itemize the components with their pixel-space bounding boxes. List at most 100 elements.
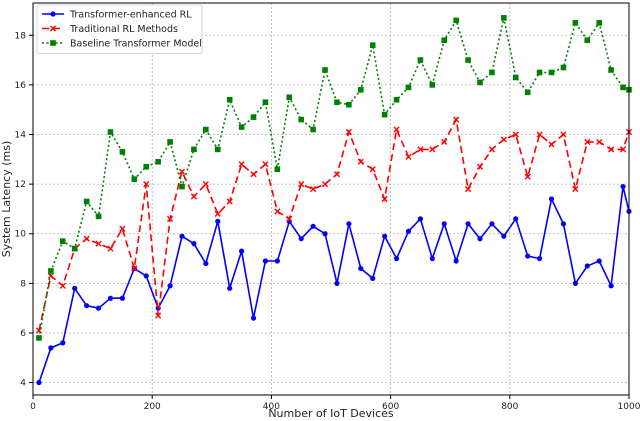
data-point [548, 141, 555, 148]
data-point [95, 305, 102, 311]
legend-entry: Traditional RL Methods [42, 24, 178, 35]
data-point [298, 181, 305, 188]
data-point [465, 57, 471, 63]
legend-label: Traditional RL Methods [69, 24, 178, 35]
data-point [584, 263, 590, 269]
x-axis-label: Number of IoT Devices [268, 407, 394, 420]
data-point [417, 216, 423, 222]
data-point [131, 265, 138, 272]
data-point [203, 126, 209, 133]
data-point [512, 74, 519, 81]
data-point [166, 215, 174, 222]
data-point [310, 185, 317, 193]
data-point [524, 173, 531, 180]
series-line [38, 186, 630, 383]
data-point [60, 340, 66, 346]
data-point [608, 67, 614, 73]
legend-box [36, 4, 203, 54]
data-point [596, 258, 602, 264]
data-point [596, 20, 602, 26]
data-point [250, 171, 257, 178]
data-point [310, 126, 316, 133]
plot-frame [32, 2, 630, 396]
legend-entry: Transformer-enhanced RL [42, 10, 192, 21]
data-point [358, 265, 364, 272]
series-1 [36, 183, 632, 386]
data-point [358, 87, 364, 93]
grid-lines [32, 3, 630, 395]
data-point [464, 185, 472, 193]
data-point [191, 241, 197, 247]
data-point [250, 315, 257, 321]
data-point [489, 69, 495, 76]
data-point [417, 57, 424, 63]
data-point [476, 163, 484, 170]
data-point [405, 84, 412, 91]
data-point [333, 171, 341, 178]
y-tick-label: 12 [15, 180, 26, 190]
data-point [501, 233, 507, 239]
x-tick-label: 1000 [618, 402, 640, 412]
data-point [429, 146, 436, 153]
data-point [536, 69, 543, 76]
data-point [429, 82, 436, 88]
data-point [84, 303, 90, 309]
data-point [441, 138, 448, 146]
data-point [608, 283, 614, 289]
data-point [500, 136, 507, 143]
data-point [36, 379, 42, 386]
x-tick-label: 200 [144, 402, 161, 412]
data-point [262, 99, 269, 106]
data-point [382, 233, 388, 239]
data-point [584, 138, 591, 146]
data-point [107, 245, 114, 252]
data-point [465, 221, 471, 227]
data-point [537, 255, 543, 262]
data-point [346, 101, 352, 108]
data-point [619, 146, 627, 153]
legend: Transformer-enhanced RL Traditional RL Me… [36, 4, 203, 54]
data-point [214, 210, 221, 217]
data-point [524, 89, 531, 96]
data-point [560, 131, 567, 138]
data-point [238, 124, 245, 130]
data-point [238, 161, 245, 168]
data-point [370, 275, 376, 281]
legend-marker-swatch [49, 25, 57, 32]
data-point [167, 139, 173, 145]
data-point [572, 280, 578, 286]
data-point [203, 260, 209, 267]
data-point [83, 235, 90, 242]
data-point [429, 255, 435, 262]
data-point [453, 17, 459, 24]
data-point [119, 225, 126, 232]
data-point [393, 255, 400, 262]
data-point [143, 163, 150, 170]
legend-marker-swatch [50, 11, 56, 17]
data-point [405, 228, 412, 234]
data-point [346, 221, 352, 227]
data-point [215, 218, 221, 224]
data-point [405, 153, 412, 160]
data-point [298, 236, 304, 242]
data-point [178, 168, 186, 175]
data-point [321, 181, 329, 188]
data-point [286, 215, 293, 222]
data-point [584, 37, 591, 44]
data-point [417, 146, 424, 153]
data-point [441, 221, 447, 227]
data-point [155, 312, 162, 319]
data-point [72, 285, 78, 291]
y-tick-label: 16 [15, 81, 27, 91]
data-point [83, 198, 90, 205]
data-point [179, 233, 185, 239]
data-point [190, 193, 198, 200]
data-point [167, 283, 173, 289]
data-point [143, 273, 149, 279]
data-point [48, 268, 54, 274]
data-point [489, 221, 495, 227]
axis-ticks: 0 200 400 600 800 1000 4 6 8 10 12 14 16 18 [15, 31, 640, 412]
data-point [143, 181, 150, 188]
data-point [250, 114, 257, 120]
